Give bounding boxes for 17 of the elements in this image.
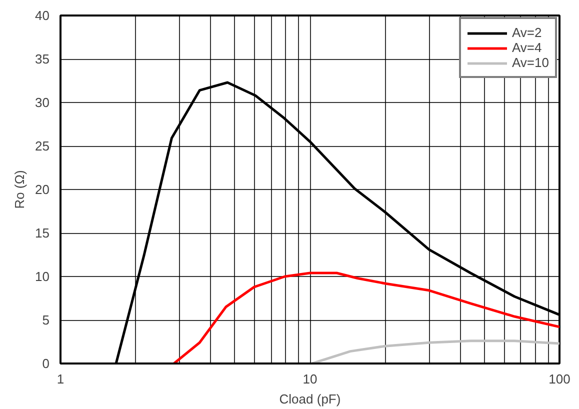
y-tick-label: 10 <box>35 269 50 284</box>
x-tick-label: 100 <box>548 372 570 386</box>
x-axis-title: Cload (pF) <box>279 392 341 406</box>
x-tick-label: 1 <box>56 372 64 386</box>
y-tick-label: 40 <box>35 8 50 23</box>
y-tick-label: 5 <box>42 312 50 328</box>
legend-label: Av=2 <box>512 25 542 40</box>
y-tick-label: 0 <box>42 356 50 371</box>
y-tick-label: 25 <box>35 138 50 154</box>
y-tick-label: 35 <box>35 52 50 66</box>
legend-label: Av=10 <box>512 55 549 70</box>
legend-label: Av=4 <box>512 40 542 55</box>
y-tick-label: 20 <box>35 182 50 197</box>
x-tick-label: 10 <box>302 372 318 386</box>
y-tick-label: 30 <box>35 95 50 110</box>
y-tick-label: 15 <box>35 226 50 240</box>
y-axis-title: Ro (Ω) <box>12 170 28 209</box>
